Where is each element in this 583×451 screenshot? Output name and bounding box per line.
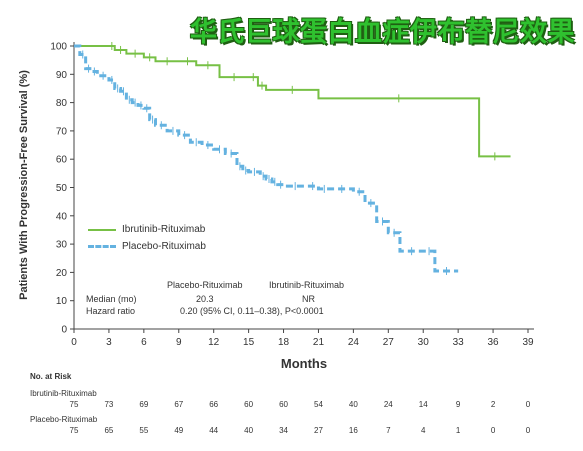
x-tick-label: 21	[313, 337, 325, 348]
risk-count: 75	[69, 400, 79, 409]
risk-count: 2	[490, 400, 496, 409]
x-tick-label: 33	[453, 337, 465, 348]
risk-count: 4	[420, 426, 426, 435]
y-tick-label: 40	[56, 211, 68, 222]
legend-label: Placebo-Rituximab	[122, 241, 206, 252]
stats-col-placebo: Placebo-Rituximab	[167, 280, 243, 290]
risk-count: 9	[455, 400, 461, 409]
x-tick-label: 39	[522, 337, 534, 348]
x-tick-label: 30	[418, 337, 430, 348]
risk-count: 24	[383, 400, 393, 409]
risk-count: 0	[490, 426, 496, 435]
stats-median-placebo: 20.3	[196, 294, 214, 304]
risk-count: 66	[209, 400, 219, 409]
legend-swatch-solid	[88, 228, 116, 231]
legend-swatch-dashed	[88, 245, 116, 248]
risk-count: 69	[139, 400, 149, 409]
y-tick-label: 10	[56, 296, 68, 307]
risk-count: 14	[418, 400, 428, 409]
risk-count: 7	[386, 426, 391, 435]
risk-count: 0	[525, 426, 531, 435]
stats-median-label: Median (mo)	[86, 294, 137, 304]
stats-median-ibrutinib: NR	[302, 294, 315, 304]
risk-count: 75	[69, 426, 79, 435]
risk-count: 55	[139, 426, 149, 435]
risk-count: 0	[525, 400, 531, 409]
x-tick-label: 9	[176, 337, 182, 348]
x-tick-label: 15	[243, 337, 255, 348]
x-tick-label: 3	[106, 337, 112, 348]
stats-col-ibrutinib: Ibrutinib-Rituximab	[269, 280, 345, 290]
x-axis-label: Months	[280, 356, 328, 371]
legend-item-placebo: Placebo-Rituximab	[88, 238, 206, 255]
risk-count: 1	[455, 426, 461, 435]
series-line-placebo	[74, 44, 459, 273]
x-tick-label: 27	[383, 337, 395, 348]
risk-count: 60	[279, 400, 288, 409]
risk-count: 34	[279, 426, 288, 435]
y-tick-label: 70	[56, 126, 68, 137]
legend: Ibrutinib-Rituximab Placebo-Rituximab	[88, 221, 206, 255]
y-axis-label: Patients With Progression-Free Survival …	[18, 70, 30, 300]
risk-count: 27	[314, 426, 323, 435]
risk-count: 67	[174, 400, 184, 409]
y-tick-label: 30	[56, 240, 68, 251]
y-tick-label: 60	[56, 155, 68, 166]
x-tick-label: 6	[141, 337, 147, 348]
x-tick-label: 18	[278, 337, 290, 348]
risk-count: 40	[244, 426, 254, 435]
legend-item-ibrutinib: Ibrutinib-Rituximab	[88, 221, 206, 238]
y-tick-label: 90	[56, 70, 68, 81]
risk-count: 54	[314, 400, 323, 409]
risk-count: 44	[209, 426, 219, 435]
page-title: 华氏巨球蛋白血症伊布替尼效果	[190, 17, 575, 48]
series-line-ibrutinib	[74, 45, 511, 158]
risk-row-name-placebo: Placebo-Rituximab	[30, 415, 98, 424]
legend-label: Ibrutinib-Rituximab	[122, 224, 206, 235]
y-tick-label: 50	[56, 183, 68, 194]
risk-count: 60	[244, 400, 254, 409]
risk-table-heading: No. at Risk	[30, 372, 72, 381]
risk-count: 65	[104, 426, 114, 435]
x-tick-label: 12	[208, 337, 220, 348]
risk-count: 49	[174, 426, 184, 435]
y-tick-label: 100	[50, 42, 67, 53]
x-tick-label: 36	[488, 337, 500, 348]
risk-row-name-ibrutinib: Ibrutinib-Rituximab	[30, 389, 97, 398]
risk-count: 73	[104, 400, 114, 409]
risk-count: 40	[348, 400, 358, 409]
risk-count: 16	[348, 426, 358, 435]
x-tick-label: 24	[348, 337, 360, 348]
y-tick-label: 80	[56, 98, 68, 109]
stats-hr-label: Hazard ratio	[86, 306, 136, 316]
y-tick-label: 20	[56, 268, 68, 279]
stats-hr-value: 0.20 (95% CI, 0.11–0.38), P<0.0001	[180, 306, 324, 316]
y-tick-label: 0	[61, 325, 67, 336]
x-tick-label: 0	[71, 337, 77, 348]
